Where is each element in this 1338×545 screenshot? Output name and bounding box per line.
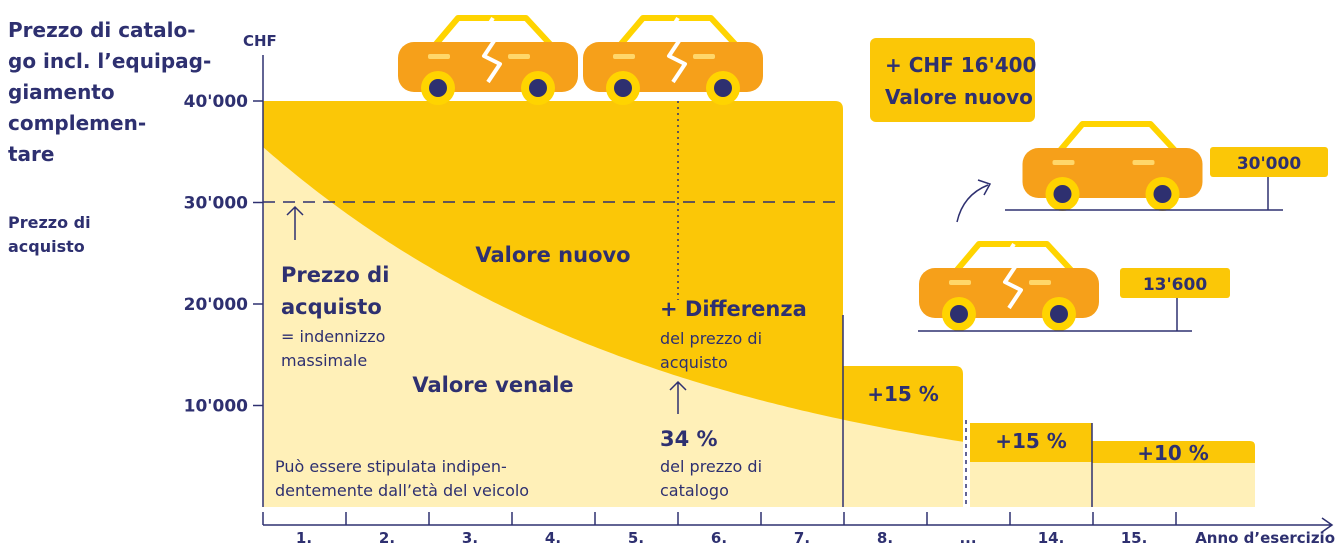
annotation-note: del prezzo di xyxy=(660,329,762,348)
sidebar-title: complemen- xyxy=(8,111,146,135)
x-tick-label: 6. xyxy=(711,529,727,545)
car-icon xyxy=(919,244,1099,331)
annotation-note: = indennizzo xyxy=(281,327,385,346)
x-tick-label: 7. xyxy=(794,529,810,545)
footnote: dentemente dall’età del veicolo xyxy=(275,481,529,500)
annotation-note: del prezzo di xyxy=(660,457,762,476)
x-tick-label: 1. xyxy=(296,529,312,545)
bonus-label: +15 % xyxy=(867,382,939,406)
annotation-title: Prezzo di xyxy=(281,263,389,287)
car-icon xyxy=(1023,124,1203,211)
value-box-text: Valore nuovo xyxy=(885,85,1033,109)
annotation-note: catalogo xyxy=(660,481,729,500)
sidebar-purchase: acquisto xyxy=(8,237,85,256)
area-label: Valore venale xyxy=(412,373,573,397)
sidebar-title: Prezzo di catalo- xyxy=(8,18,196,42)
sidebar-title: giamento xyxy=(8,80,115,104)
car-icon xyxy=(583,18,763,105)
y-tick-label: 20'000 xyxy=(184,295,249,315)
x-title: Anno d’esercizio xyxy=(1195,529,1335,545)
x-tick-label: 3. xyxy=(462,529,478,545)
sidebar-title: tare xyxy=(8,142,54,166)
value-box-text: + CHF 16'400 xyxy=(885,53,1036,77)
market-value-area xyxy=(1092,463,1255,507)
annotation-note: massimale xyxy=(281,351,367,370)
x-tick-label: ... xyxy=(959,529,976,545)
x-ticks: 1. 2. 3. 4. 5. 6. 7. 8.... 14. 15. xyxy=(263,512,1176,545)
x-tick-label: 8. xyxy=(877,529,893,545)
y-tick-label: 40'000 xyxy=(184,92,249,112)
sidebar: Prezzo di catalo- go incl. l’equipag- gi… xyxy=(8,18,211,256)
y-tick-label: 30'000 xyxy=(184,194,249,214)
annotation-title: + Differenza xyxy=(660,297,807,321)
price-tag-text: 13'600 xyxy=(1143,275,1208,295)
value-box xyxy=(870,38,1035,122)
sidebar-title: go incl. l’equipag- xyxy=(8,49,211,73)
sidebar-purchase: Prezzo di xyxy=(8,213,91,232)
x-tick-label: 2. xyxy=(379,529,395,545)
annotation-note: acquisto xyxy=(660,353,728,372)
x-tick-label: 4. xyxy=(545,529,561,545)
y-unit: CHF xyxy=(243,32,277,50)
annotation-title: acquisto xyxy=(281,295,382,319)
y-ticks: 40'000 30'000 20'000 10'000 xyxy=(184,92,263,417)
bonus-label: +15 % xyxy=(995,429,1067,453)
y-tick-label: 10'000 xyxy=(184,397,249,417)
arrow xyxy=(957,180,990,222)
market-value-area xyxy=(970,462,1092,507)
car-icon xyxy=(398,18,578,105)
x-tick-label: 15. xyxy=(1121,529,1148,545)
bonus-label: +10 % xyxy=(1137,441,1209,465)
price-tag-text: 30'000 xyxy=(1237,154,1302,174)
annotation-title: 34 % xyxy=(660,427,718,451)
infographic: Prezzo di catalo- go incl. l’equipag- gi… xyxy=(0,0,1338,545)
footnote: Può essere stipulata indipen- xyxy=(275,457,507,476)
area-label: Valore nuovo xyxy=(475,243,630,267)
x-tick-label: 5. xyxy=(628,529,644,545)
x-tick-label: 14. xyxy=(1038,529,1065,545)
